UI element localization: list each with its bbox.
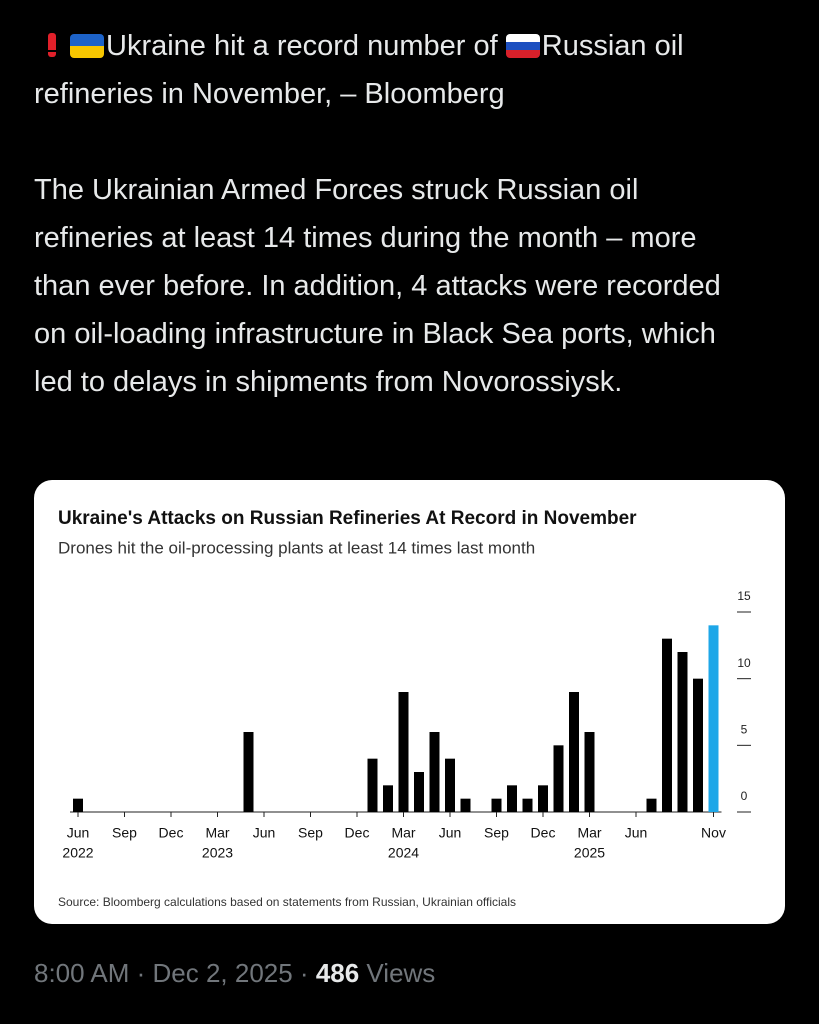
bar: [73, 798, 83, 812]
y-tick-label: 15: [737, 589, 751, 603]
x-tick-label: Dec: [159, 825, 184, 841]
timestamp: 8:00 AM · Dec 2, 2025 ·: [34, 958, 316, 988]
x-tick-label: Jun: [67, 825, 90, 841]
bar: [522, 798, 533, 812]
x-tick-label: Mar: [577, 825, 601, 841]
views-label: Views: [359, 958, 436, 988]
bar: [243, 732, 254, 812]
bar: [708, 625, 719, 812]
chart-title: Ukraine's Attacks on Russian Refineries …: [58, 508, 637, 529]
bar: [367, 758, 378, 812]
y-tick-label: 10: [737, 656, 751, 670]
tweet-footer: 8:00 AM · Dec 2, 2025 · 486 Views: [34, 958, 435, 989]
bar: [507, 785, 517, 812]
chart-card[interactable]: [34, 480, 785, 924]
russia-flag: [505, 34, 540, 58]
bar: [414, 772, 424, 812]
x-tick-label: Jun: [439, 825, 462, 841]
headline-text: Russian oil refineries in November, – Bl…: [34, 30, 684, 110]
headline-text: Ukraine hit a record number of: [106, 30, 506, 62]
x-tick-label: Dec: [531, 825, 556, 841]
bar: [429, 732, 440, 812]
bar: [445, 758, 455, 812]
x-tick-label: Sep: [484, 825, 509, 841]
chart-subtitle: Drones hit the oil-processing plants at …: [58, 538, 535, 557]
x-tick-label: Sep: [112, 825, 137, 841]
views-count: 486: [315, 958, 360, 988]
bar: [398, 692, 409, 812]
bar: [553, 745, 564, 812]
y-tick-label: 0: [741, 789, 748, 803]
chart-source: Source: Bloomberg calculations based on …: [58, 895, 516, 909]
x-tick-label: Mar: [391, 825, 415, 841]
ukraine-flag: [70, 34, 104, 58]
exclamation-icon: [48, 33, 56, 57]
x-tick-label: Dec: [345, 825, 370, 841]
x-year-label: 2025: [574, 845, 605, 861]
bar: [646, 798, 657, 812]
bar: [662, 638, 672, 812]
x-tick-label: Sep: [298, 825, 323, 841]
x-tick-label: Mar: [205, 825, 229, 841]
x-tick-label: Jun: [625, 825, 648, 841]
bar: [569, 692, 579, 812]
bar: [677, 652, 688, 812]
bar: [693, 678, 703, 812]
x-year-label: 2022: [62, 845, 93, 861]
tweet-body: The Ukrainian Armed Forces struck Russia…: [34, 174, 721, 398]
tweet-headline: Ukraine hit a record number of Russian o…: [34, 22, 794, 118]
x-tick-label: Nov: [701, 825, 726, 841]
x-year-label: 2024: [388, 845, 419, 861]
bar: [584, 732, 595, 812]
bar: [460, 798, 471, 812]
x-year-label: 2023: [202, 845, 233, 861]
bar: [383, 785, 393, 812]
x-tick-label: Jun: [253, 825, 276, 841]
y-tick-label: 5: [741, 723, 748, 737]
bar: [491, 798, 502, 812]
bar: [538, 785, 548, 812]
